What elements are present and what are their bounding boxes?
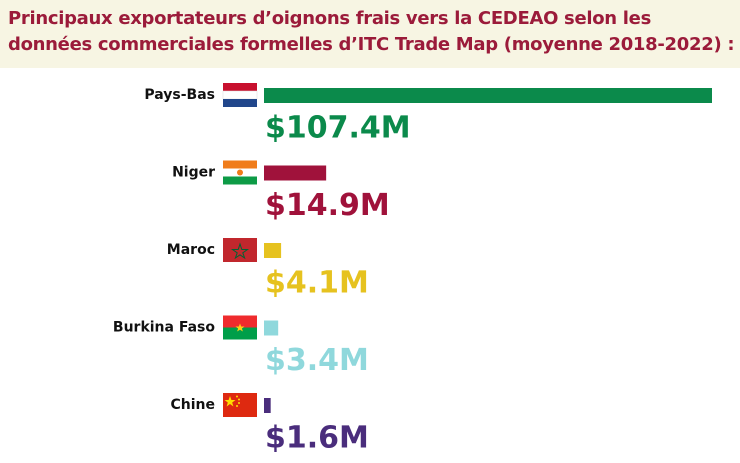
category-label: Maroc (167, 242, 215, 258)
chart-title: Principaux exportateurs d’oignons frais … (8, 8, 735, 55)
bar (264, 398, 271, 413)
bar (264, 320, 279, 336)
category-label: Chine (170, 397, 215, 413)
category-label: Pays-Bas (144, 87, 215, 103)
value-label: $14.9M (265, 188, 390, 223)
value-label: $107.4M (265, 111, 411, 146)
flag-netherlands (222, 83, 258, 107)
header: Principaux exportateurs d’oignons frais … (0, 0, 740, 68)
value-label: $3.4M (265, 343, 369, 378)
category-label: Niger (172, 165, 215, 181)
category-label: Burkina Faso (113, 320, 215, 336)
value-label: $1.6M (265, 421, 369, 456)
bar (264, 243, 282, 258)
flag-niger (223, 160, 257, 185)
value-label: $4.1M (265, 266, 369, 301)
flag-china (223, 393, 257, 417)
bar (264, 88, 712, 103)
bar (264, 165, 327, 181)
flag-burkina-faso (223, 315, 257, 340)
flag-morocco (223, 238, 257, 262)
